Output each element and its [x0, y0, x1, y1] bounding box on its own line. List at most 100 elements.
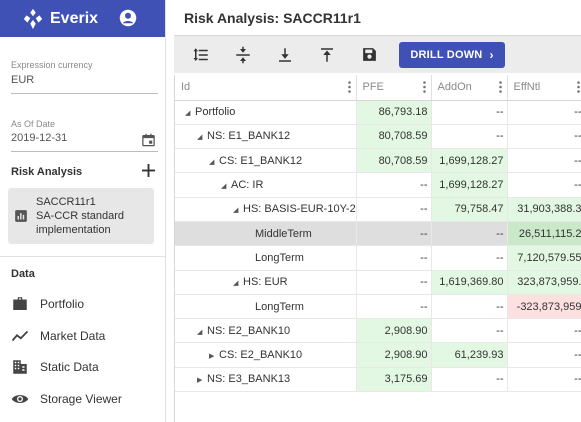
column-header-effntl[interactable]: EffNtl: [507, 75, 581, 101]
row-id: NS: E1_BANK12: [207, 130, 291, 143]
table-row[interactable]: ▶ NS: E3_BANK13 3,175.69 -- --: [175, 367, 581, 393]
addon-cell: --: [431, 221, 508, 247]
save-button[interactable]: [360, 46, 378, 64]
effntl-cell: 323,873,959.: [507, 270, 581, 295]
nav-label-market-data: Market Data: [40, 329, 106, 343]
table-row-selected[interactable]: MiddleTerm -- -- 26,511,115.2: [175, 221, 581, 247]
trending-icon: [11, 330, 29, 342]
column-menu-icon[interactable]: [422, 81, 426, 93]
currency-label: Expression currency: [11, 60, 93, 70]
row-id-cell: LongTerm: [175, 294, 357, 320]
nav-item-portfolio[interactable]: Portfolio: [0, 289, 166, 319]
expand-triangle-icon[interactable]: ◢: [209, 158, 215, 166]
pfe-cell: --: [356, 221, 432, 247]
effntl-cell: 26,511,115.2: [507, 221, 581, 247]
sort-button[interactable]: [192, 46, 210, 64]
analysis-card-desc-1: SA-CCR standard: [36, 210, 125, 222]
column-menu-icon[interactable]: [347, 81, 351, 93]
currency-input[interactable]: EUR: [11, 74, 158, 94]
table-row[interactable]: LongTerm -- -- -323,873,959: [175, 294, 581, 320]
column-menu-icon[interactable]: [498, 81, 502, 93]
pfe-cell: --: [356, 294, 432, 320]
nav-item-static-data[interactable]: Static Data: [0, 352, 166, 382]
pfe-cell: 86,793.18: [356, 100, 432, 125]
as-of-date-input[interactable]: 2019-12-31: [11, 132, 158, 152]
analysis-card-desc-2: implementation: [36, 224, 111, 236]
nav-item-storage-viewer[interactable]: Storage Viewer: [0, 384, 166, 414]
analysis-card-saccr11r1[interactable]: SACCR11r1 SA-CCR standard implementation: [8, 188, 154, 244]
calendar-icon[interactable]: [141, 132, 156, 148]
table-row[interactable]: ◢ NS: E2_BANK10 2,908.90 -- --: [175, 318, 581, 344]
table-row[interactable]: ◢ CS: E1_BANK12 80,708.59 1,699,128.27 --: [175, 148, 581, 174]
nav-label-portfolio: Portfolio: [40, 297, 85, 311]
addon-cell: 61,239.93: [431, 342, 508, 368]
row-id-cell: ▶ NS: E3_BANK13: [175, 367, 357, 393]
column-header-addon[interactable]: AddOn: [431, 75, 508, 101]
effntl-cell: --: [507, 148, 581, 174]
collapse-icon: [236, 46, 250, 63]
app-header: Everix: [0, 0, 165, 37]
row-id-cell: ◢ AC: IR: [175, 172, 357, 198]
row-id: HS: BASIS-EUR-10Y-2Y: [243, 203, 356, 216]
row-id-cell: ◢ NS: E2_BANK10: [175, 318, 357, 344]
nav-item-market-data[interactable]: Market Data: [0, 321, 166, 351]
column-header-pfe[interactable]: PFE: [356, 75, 432, 101]
collapsed-triangle-icon[interactable]: ▶: [197, 377, 203, 385]
expand-triangle-icon[interactable]: ◢: [197, 134, 203, 142]
add-analysis-icon[interactable]: [142, 164, 155, 177]
table-row[interactable]: ▶ CS: E2_BANK10 2,908.90 61,239.93 --: [175, 342, 581, 368]
expand-triangle-icon[interactable]: ◢: [233, 207, 239, 215]
collapsed-triangle-icon[interactable]: ▶: [209, 353, 215, 361]
row-id: CS: E1_BANK12: [219, 154, 303, 167]
pfe-cell: --: [356, 245, 432, 271]
row-id-cell: ◢ Portfolio: [175, 100, 357, 125]
row-id: HS: EUR: [243, 276, 288, 289]
row-id-cell: ◢ NS: E1_BANK12: [175, 124, 357, 150]
effntl-cell: --: [507, 342, 581, 368]
nav-label-static-data: Static Data: [40, 360, 99, 374]
table-row[interactable]: ◢ NS: E1_BANK12 80,708.59 -- --: [175, 124, 581, 150]
row-id-cell: ◢ CS: E1_BANK12: [175, 148, 357, 174]
expand-triangle-icon[interactable]: ◢: [197, 328, 203, 336]
risk-analysis-heading: Risk Analysis: [11, 166, 83, 178]
currency-field[interactable]: Expression currency EUR: [11, 60, 158, 94]
pfe-cell: 80,708.59: [356, 148, 432, 174]
drill-down-button[interactable]: DRILL DOWN ›: [399, 41, 505, 68]
risk-grid: Id PFE AddOn EffNtl ◢ Portfolio 86,793.18…: [174, 75, 581, 422]
expand-to-top-button[interactable]: [318, 46, 336, 64]
effntl-cell: --: [507, 318, 581, 344]
row-id-cell: ◢ HS: EUR: [175, 270, 357, 295]
table-row[interactable]: ◢ HS: BASIS-EUR-10Y-2Y -- 79,758.47 31,90…: [175, 197, 581, 222]
expand-triangle-icon[interactable]: ◢: [233, 280, 239, 288]
effntl-cell: 7,120,579.55: [507, 245, 581, 271]
sidebar: Everix Expression currency EUR As Of Dat…: [0, 0, 166, 422]
row-id: MiddleTerm: [255, 227, 312, 240]
row-id: CS: E2_BANK10: [219, 349, 303, 362]
table-row[interactable]: ◢ Portfolio 86,793.18 -- --: [175, 100, 581, 125]
expand-to-bottom-button[interactable]: [276, 46, 294, 64]
table-row[interactable]: ◢ HS: EUR -- 1,619,369.80 323,873,959.: [175, 270, 581, 295]
as-of-date-value: 2019-12-31: [11, 132, 68, 144]
table-row[interactable]: LongTerm -- -- 7,120,579.55: [175, 245, 581, 271]
chevron-right-icon: ›: [489, 47, 494, 62]
collapse-button[interactable]: [234, 46, 252, 64]
analysis-card-title: SACCR11r1: [36, 196, 96, 208]
row-id: LongTerm: [255, 251, 304, 264]
column-header-id[interactable]: Id: [175, 75, 357, 101]
addon-cell: --: [431, 245, 508, 271]
addon-cell: --: [431, 294, 508, 320]
addon-cell: 1,699,128.27: [431, 148, 508, 174]
table-row[interactable]: ◢ AC: IR -- 1,699,128.27 --: [175, 172, 581, 198]
expand-triangle-icon[interactable]: ◢: [221, 183, 227, 191]
effntl-cell: --: [507, 172, 581, 198]
as-of-date-field[interactable]: As Of Date 2019-12-31: [11, 119, 158, 152]
expand-triangle-icon[interactable]: ◢: [185, 110, 191, 118]
row-id-cell: MiddleTerm: [175, 221, 357, 247]
account-icon[interactable]: [119, 9, 137, 27]
pfe-cell: 2,908.90: [356, 318, 432, 344]
app-name: Everix: [50, 9, 99, 27]
addon-cell: 1,699,128.27: [431, 172, 508, 198]
column-menu-icon[interactable]: [576, 81, 580, 93]
row-id-cell: ▶ CS: E2_BANK10: [175, 342, 357, 368]
as-of-date-label: As Of Date: [11, 119, 56, 129]
